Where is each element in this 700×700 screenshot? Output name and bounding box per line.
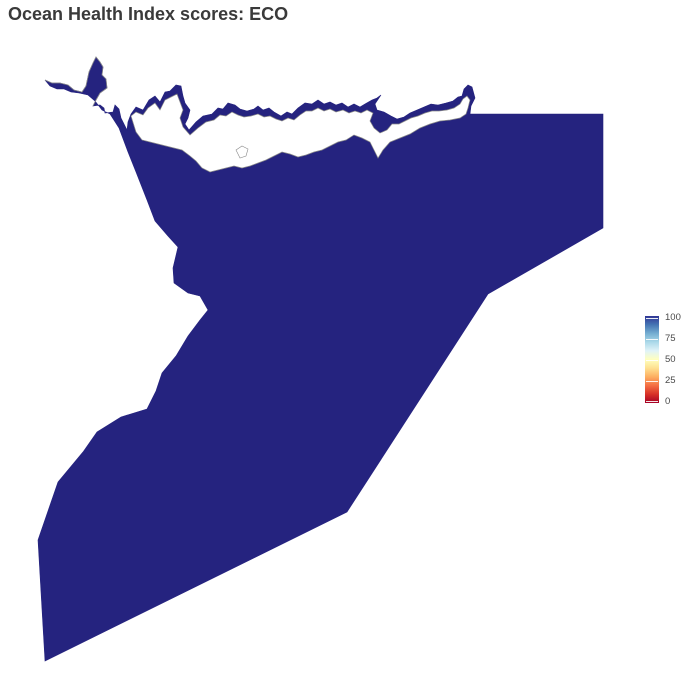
eez-region-polygon <box>37 56 604 662</box>
legend-tick-100 <box>646 318 658 319</box>
legend-tick-25 <box>646 381 658 382</box>
legend-tick-0 <box>646 401 658 402</box>
legend-tick-75 <box>646 339 658 340</box>
legend-tick-50 <box>646 360 658 361</box>
coastline-channel <box>44 56 108 107</box>
color-legend: 100 75 50 25 0 <box>645 312 695 408</box>
legend-label-50: 50 <box>665 354 676 365</box>
coastline-inlet-fill <box>130 93 471 173</box>
legend-label-100: 100 <box>665 312 681 323</box>
legend-label-0: 0 <box>665 396 671 407</box>
chart-title: Ocean Health Index scores: ECO <box>8 4 289 24</box>
legend-label-25: 25 <box>665 375 676 386</box>
coastline-island <box>235 145 249 159</box>
legend-label-75: 75 <box>665 333 676 344</box>
